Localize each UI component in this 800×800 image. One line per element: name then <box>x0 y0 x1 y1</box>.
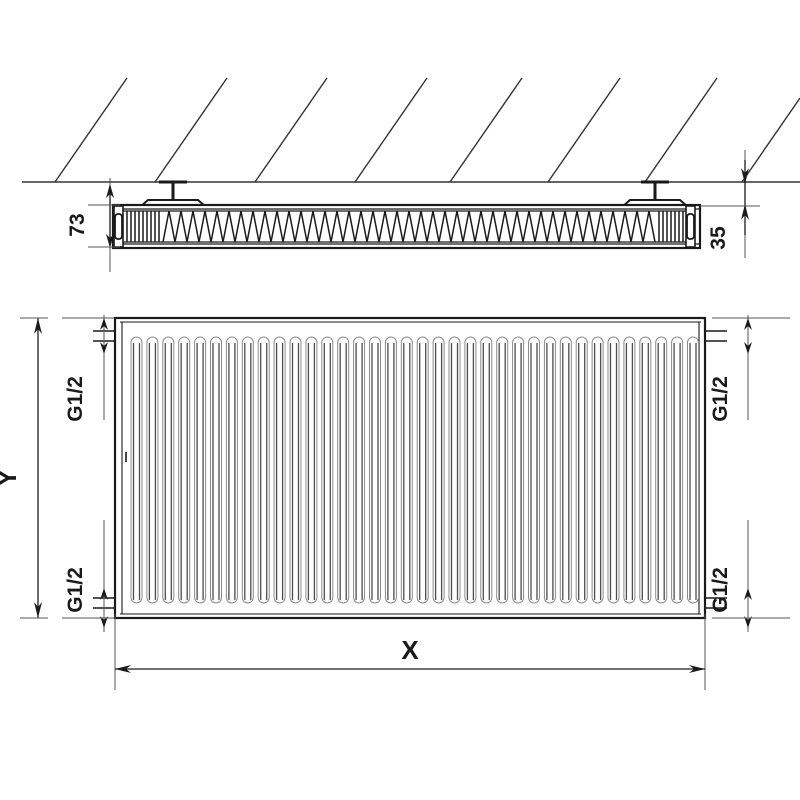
dimension-73-arrow-bottom <box>106 234 114 248</box>
fin <box>528 336 540 604</box>
dimension-g-bottom-right-arrow-upper <box>744 588 752 600</box>
fin <box>353 336 366 604</box>
fin <box>607 336 620 604</box>
dimension-g-top-left-label: G1/2 <box>64 376 87 422</box>
fin <box>194 336 207 604</box>
dimension-g-top-right-arrow-upper <box>744 318 752 330</box>
fin <box>512 336 525 604</box>
fin <box>178 336 191 604</box>
dimension-35-arrow-top <box>741 168 749 184</box>
dimension-g-top-left: G1/2 <box>62 315 114 422</box>
connection-stub-top-right <box>704 330 727 342</box>
fin <box>543 336 556 604</box>
fin <box>432 336 445 604</box>
fin <box>241 336 254 604</box>
fin <box>130 336 143 604</box>
fin <box>671 336 684 604</box>
fin <box>416 336 429 604</box>
dimension-x-label: X <box>401 635 419 665</box>
dimension-x-arrow-left <box>115 665 131 673</box>
convector-vertical-ticks <box>126 211 684 242</box>
top-section-view: 73 35 <box>22 77 800 272</box>
radiator-end-cap-right <box>685 205 696 248</box>
fin <box>321 336 334 604</box>
dimension-73: 73 <box>66 178 120 272</box>
dimension-g-bottom-right-label: G1/2 <box>709 567 732 613</box>
fin <box>384 336 397 604</box>
front-fin-group <box>130 336 699 604</box>
dimension-y: Y <box>0 317 48 619</box>
dimension-73-label: 73 <box>66 213 89 236</box>
connection-stub-bottom-right <box>704 597 727 609</box>
fin <box>337 336 350 604</box>
fin <box>146 336 159 604</box>
wall-hatching <box>54 77 800 183</box>
dimension-g-bottom-left: G1/2 <box>62 520 114 632</box>
fin <box>687 336 699 604</box>
dimension-y-label: Y <box>0 469 22 486</box>
dimension-35-arrow-bottom <box>741 204 749 220</box>
dimension-g-top-left-arrow-lower <box>100 342 108 354</box>
dimension-y-arrow-bottom <box>34 602 42 618</box>
dimension-x: X <box>114 614 706 690</box>
fin <box>273 336 286 604</box>
dimension-g-bottom-left-arrow-upper <box>100 588 108 600</box>
convector-fin-pattern <box>123 210 686 243</box>
dimension-73-arrow-top <box>106 184 114 198</box>
front-view: G1/2 G1/2 G1/2 G1/2 <box>0 315 790 690</box>
dimension-35-label: 35 <box>707 226 730 250</box>
fin <box>400 336 413 604</box>
fin <box>162 336 175 604</box>
dimension-35: 35 <box>700 150 760 258</box>
dimension-g-top-left-arrow-upper <box>100 318 108 330</box>
fin <box>464 336 477 604</box>
fin <box>480 336 493 604</box>
radiator-end-cap-left <box>113 205 124 248</box>
dimension-g-bottom-right: G1/2 <box>709 520 790 632</box>
fin <box>225 336 238 604</box>
fin <box>591 336 604 604</box>
dimension-g-top-right: G1/2 <box>709 315 790 422</box>
dimension-g-bottom-left-label: G1/2 <box>64 567 87 613</box>
fin <box>655 336 668 604</box>
fin <box>623 336 636 604</box>
dimension-g-bottom-right-arrow-lower <box>744 616 752 628</box>
dimension-g-bottom-left-arrow-lower <box>100 616 108 628</box>
fin <box>257 336 270 604</box>
fin <box>210 336 222 604</box>
fin <box>496 336 509 604</box>
fin <box>639 336 652 604</box>
dimension-g-top-right-arrow-lower <box>744 342 752 354</box>
dimension-x-arrow-right <box>689 665 705 673</box>
dimension-g-top-right-label: G1/2 <box>709 376 732 422</box>
fin <box>559 336 572 604</box>
fin <box>448 336 461 604</box>
fin <box>575 336 588 604</box>
fin <box>305 336 318 604</box>
fin <box>369 336 381 604</box>
fin <box>289 336 302 604</box>
dimension-y-arrow-top <box>34 318 42 334</box>
